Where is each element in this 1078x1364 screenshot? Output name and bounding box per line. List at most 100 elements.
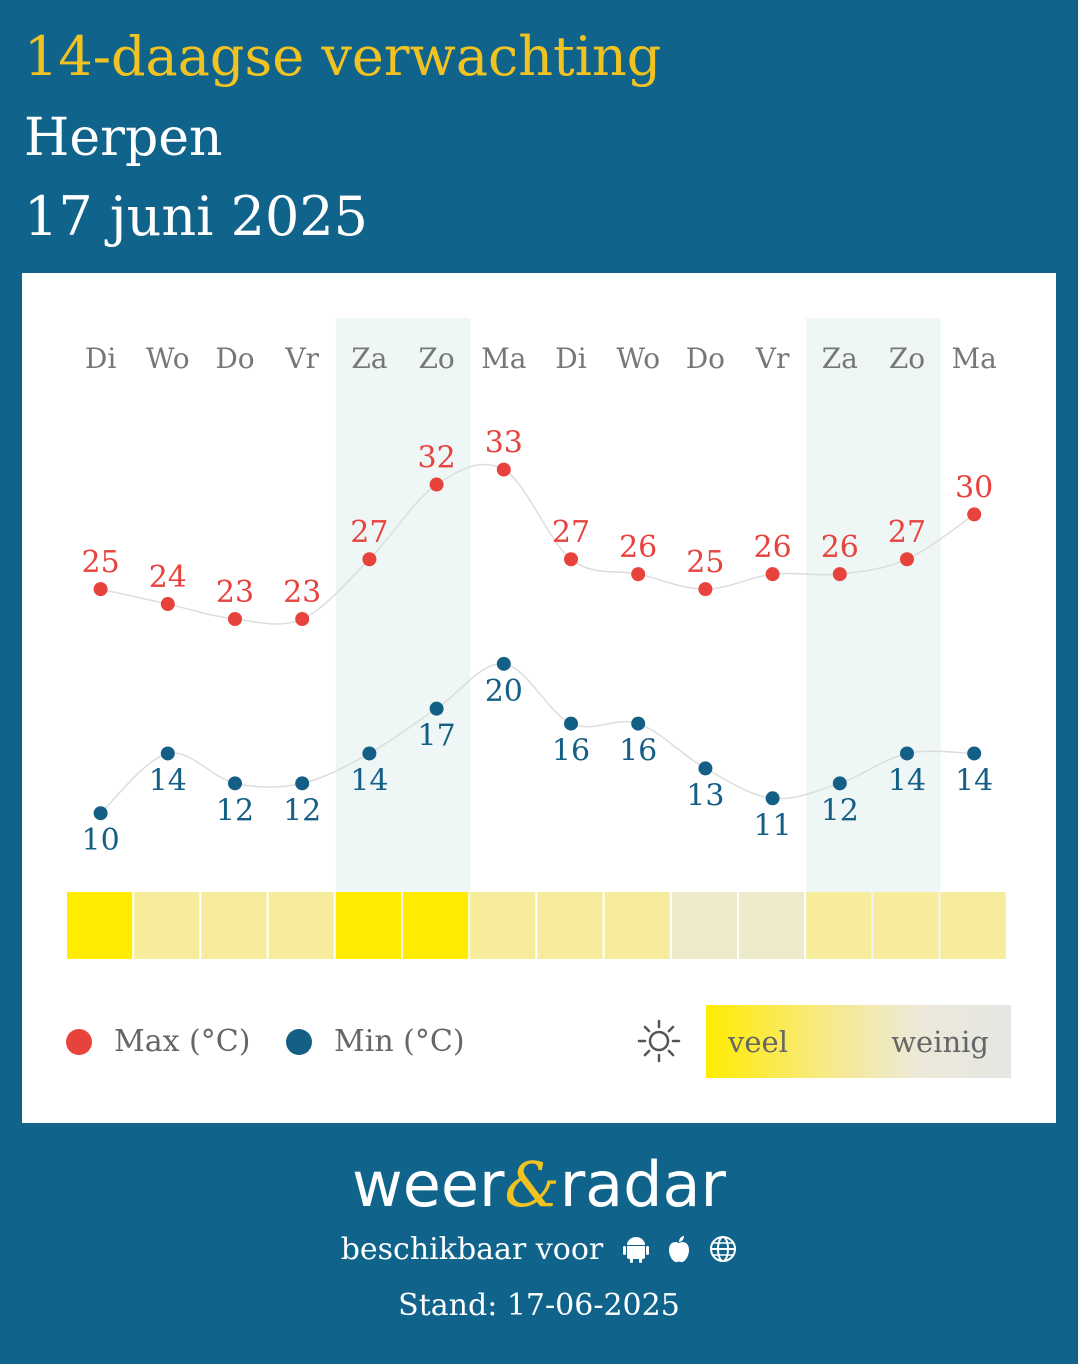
sunshine-scale: veel weinig xyxy=(706,1005,1011,1078)
sunshine-cell xyxy=(403,892,469,959)
legend-min-label: Min (°C) xyxy=(334,1024,465,1059)
max-value-label: 25 xyxy=(686,545,724,580)
weekend-band xyxy=(806,318,874,958)
min-value-label: 12 xyxy=(216,793,254,828)
max-value-label: 23 xyxy=(216,575,254,610)
max-value-label: 32 xyxy=(418,441,456,476)
max-point xyxy=(832,567,847,582)
android-icon[interactable] xyxy=(622,1236,657,1266)
day-label: Za xyxy=(351,342,387,375)
day-label: Wo xyxy=(616,342,660,375)
max-value-label: 27 xyxy=(552,515,590,550)
min-value-label: 17 xyxy=(418,719,456,754)
min-point xyxy=(362,746,377,761)
day-label: Wo xyxy=(146,342,190,375)
sunshine-cell xyxy=(335,892,401,959)
min-point xyxy=(564,716,578,731)
max-value-label: 24 xyxy=(149,560,187,595)
min-point xyxy=(295,776,310,791)
min-value-label: 14 xyxy=(888,763,926,798)
legend-min: Min (°C) xyxy=(286,1005,465,1078)
min-point xyxy=(832,776,847,791)
sunshine-cell xyxy=(940,892,1006,959)
min-point xyxy=(631,716,646,731)
min-point xyxy=(900,746,914,761)
forecast-chart-panel: Di Wo Do Vr Za Zo Ma Di Wo Do Vr Za Zo Ma 25 24 23 23 27 32… xyxy=(22,273,1056,1123)
max-point xyxy=(228,612,242,626)
min-point xyxy=(429,701,444,716)
sunshine-cell xyxy=(739,892,805,959)
max-value-label: 26 xyxy=(619,530,657,565)
min-value-label: 12 xyxy=(283,793,321,828)
max-point xyxy=(900,552,914,567)
day-label: Do xyxy=(215,342,254,375)
max-value-label: 26 xyxy=(754,530,792,565)
min-value-label: 16 xyxy=(552,734,590,769)
max-point xyxy=(93,582,108,597)
sunshine-high-label: veel xyxy=(728,1025,788,1059)
apple-icon[interactable] xyxy=(667,1236,699,1266)
max-point xyxy=(496,462,511,477)
location-name: Herpen xyxy=(24,108,223,168)
weekend-band xyxy=(335,318,403,958)
min-value-label: 10 xyxy=(82,823,120,858)
legend-max-dot xyxy=(66,1028,92,1055)
max-point xyxy=(698,582,713,597)
day-label: Zo xyxy=(418,342,454,375)
max-point xyxy=(362,552,377,567)
max-value-label: 33 xyxy=(485,426,523,461)
max-value-label: 23 xyxy=(283,575,321,610)
weekend-band xyxy=(873,318,941,958)
min-value-label: 13 xyxy=(686,778,724,813)
max-point xyxy=(160,597,175,612)
max-value-label: 27 xyxy=(350,515,388,550)
min-value-label: 11 xyxy=(754,808,792,843)
page-title: 14-daagse verwachting xyxy=(24,25,662,88)
availability-line: beschikbaar voor xyxy=(0,1232,1078,1267)
min-value-label: 14 xyxy=(350,763,388,798)
max-value-label: 27 xyxy=(888,515,926,550)
day-label: Za xyxy=(822,342,858,375)
max-point xyxy=(967,507,982,522)
max-value-label: 26 xyxy=(821,530,859,565)
forecast-chart: Di Wo Do Vr Za Zo Ma Di Wo Do Vr Za Zo Ma 25 24 23 23 27 32… xyxy=(67,318,1006,959)
day-label: Vr xyxy=(755,342,790,375)
day-label: Di xyxy=(85,342,116,375)
sunshine-cell xyxy=(67,892,133,959)
min-value-label: 14 xyxy=(149,763,187,798)
max-value-label: 25 xyxy=(82,545,120,580)
min-value-label: 16 xyxy=(619,734,657,769)
day-label: Di xyxy=(555,342,586,375)
min-value-label: 20 xyxy=(485,674,523,709)
sunshine-cell xyxy=(873,892,939,959)
brand-word-weer: weer xyxy=(351,1148,505,1221)
weekend-band xyxy=(403,318,471,958)
max-point xyxy=(295,612,310,626)
day-label: Zo xyxy=(889,342,925,375)
availability-text: beschikbaar voor xyxy=(340,1232,604,1267)
legend-max-label: Max (°C) xyxy=(114,1024,251,1059)
min-point xyxy=(698,761,713,776)
globe-icon[interactable] xyxy=(709,1236,737,1266)
min-point xyxy=(765,791,780,806)
brand-logo: weer&radar xyxy=(0,1148,1078,1221)
day-label: Ma xyxy=(952,342,997,375)
max-point xyxy=(564,552,578,567)
legend-min-dot xyxy=(286,1028,312,1055)
min-point xyxy=(496,656,511,671)
min-point xyxy=(160,746,175,761)
sunshine-cell xyxy=(201,892,267,959)
sunshine-cell xyxy=(268,892,334,959)
forecast-date: 17 juni 2025 xyxy=(24,185,369,248)
sunshine-cell xyxy=(470,892,536,959)
sun-icon xyxy=(637,1019,681,1063)
max-value-label: 30 xyxy=(955,470,993,505)
day-label: Do xyxy=(686,342,725,375)
brand-word-radar: radar xyxy=(559,1148,727,1221)
day-label: Vr xyxy=(284,342,319,375)
min-value-label: 14 xyxy=(955,763,993,798)
max-point xyxy=(765,567,780,582)
max-point xyxy=(631,567,646,582)
legend-max: Max (°C) xyxy=(66,1005,250,1078)
day-label: Ma xyxy=(481,342,526,375)
